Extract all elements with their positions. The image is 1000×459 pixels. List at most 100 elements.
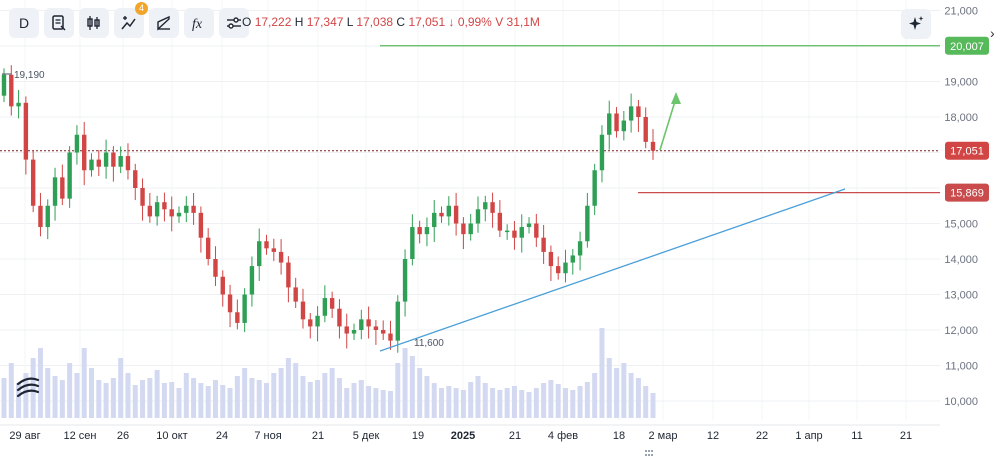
candle-body xyxy=(359,319,364,330)
interval-label: D xyxy=(18,15,30,31)
volume-bar xyxy=(453,388,459,418)
volume-value: 31,1M xyxy=(506,15,540,29)
candle-body xyxy=(490,202,495,213)
x-tick-label: 24 xyxy=(216,430,228,442)
volume-bar xyxy=(89,368,95,418)
volume-bar xyxy=(264,383,270,418)
candle-body xyxy=(111,152,116,167)
volume-bar xyxy=(329,368,335,418)
volume-bar xyxy=(519,390,525,418)
volume-bar xyxy=(344,388,350,418)
volume-bar xyxy=(140,380,146,418)
fx-button[interactable]: fx xyxy=(184,8,214,38)
candle-body xyxy=(461,223,466,235)
volume-bar xyxy=(176,388,182,418)
candle-body xyxy=(67,152,72,199)
candle-body xyxy=(293,287,298,302)
open-value: 17,222 xyxy=(254,15,292,29)
candle-body xyxy=(1,74,7,96)
x-tick-label: 5 дек xyxy=(353,430,380,442)
candle-body xyxy=(125,156,131,171)
close-value: 17,051 xyxy=(408,15,446,29)
x-tick-label: 11 xyxy=(851,430,862,442)
candle-body xyxy=(453,205,459,224)
candle-body xyxy=(213,259,218,277)
levels xyxy=(0,45,940,194)
settings-icon xyxy=(227,17,241,29)
candle-body xyxy=(45,205,50,228)
drawings[interactable]: 19,190 11,600 xyxy=(2,70,846,398)
candle-body xyxy=(483,202,488,210)
y-tick-label: 11,000 xyxy=(945,361,978,373)
candle-body xyxy=(300,301,306,320)
interval-button[interactable]: D xyxy=(9,8,39,38)
logo-stroke xyxy=(16,377,40,386)
x-tick-label: 21 xyxy=(509,430,521,442)
candle-body xyxy=(548,251,554,267)
candle-body xyxy=(315,315,320,327)
high-value: 17,347 xyxy=(306,15,344,29)
volume-bar xyxy=(183,373,189,418)
price-tags: 20,007 17,051 15,869 xyxy=(945,36,989,202)
volume-bar xyxy=(570,390,576,418)
candle-body xyxy=(607,113,612,135)
x-tick-label: 4 фев xyxy=(548,430,578,442)
candle-body xyxy=(577,241,583,256)
current-price-tag-bg xyxy=(945,141,989,160)
candle-body xyxy=(599,134,605,171)
drawing-button[interactable] xyxy=(149,8,179,38)
candle-body xyxy=(9,74,14,107)
candle-body xyxy=(614,113,619,132)
candle-body xyxy=(388,333,393,341)
volume-label: V xyxy=(495,15,504,29)
volume-bar xyxy=(147,378,153,418)
chevron-right-icon[interactable]: › xyxy=(990,25,995,41)
volume-bar xyxy=(482,383,488,418)
change-value: ↓ 0,99% xyxy=(448,15,492,29)
candle-body xyxy=(344,326,349,334)
settings-button[interactable] xyxy=(219,8,249,38)
y-tick-label: 18,000 xyxy=(944,112,978,124)
x-tick-label: 18 xyxy=(613,430,625,442)
x-tick-label: 7 ноя xyxy=(254,430,281,442)
volume-bar xyxy=(52,376,58,418)
candle-body xyxy=(439,212,444,217)
volume-bar xyxy=(169,382,175,418)
candle-body xyxy=(82,134,87,171)
notes-button[interactable] xyxy=(44,8,74,38)
volume-bar xyxy=(358,380,364,418)
candle-body xyxy=(286,262,291,288)
volume-bar xyxy=(621,363,627,418)
indicators-button[interactable]: 4 xyxy=(114,2,148,38)
volume-bar xyxy=(242,368,248,418)
ai-assistant-button[interactable] xyxy=(901,9,931,39)
volume-bar xyxy=(395,363,401,418)
volume-bar xyxy=(584,382,590,418)
volume-bar xyxy=(278,368,284,418)
candle-body xyxy=(52,177,58,206)
scroll-handle-icon[interactable] xyxy=(645,450,655,456)
volume-bar xyxy=(387,391,393,418)
x-tick-label: 2025 xyxy=(451,430,475,442)
chart-type-button[interactable] xyxy=(79,8,109,38)
y-axis: 21,00020,00019,00018,00017,00016,00015,0… xyxy=(944,6,978,409)
y-tick-label: 21,000 xyxy=(944,6,978,18)
open-label: O xyxy=(242,15,252,29)
volume-bar xyxy=(402,348,408,418)
volume-bar xyxy=(67,363,73,418)
candle-body xyxy=(249,266,255,295)
x-tick-label: 1 апр xyxy=(795,430,822,442)
volume-bar xyxy=(234,376,240,418)
candles xyxy=(1,65,656,353)
candle-body xyxy=(636,106,641,117)
candle-body xyxy=(337,308,342,327)
candle-body xyxy=(322,298,328,316)
candle-body xyxy=(235,312,240,323)
candle-body xyxy=(628,106,634,121)
volume-bar xyxy=(8,363,14,418)
volume-bar xyxy=(132,385,138,418)
svg-text:fx: fx xyxy=(192,17,203,32)
candle-body xyxy=(38,205,43,228)
candle-body xyxy=(497,212,503,231)
